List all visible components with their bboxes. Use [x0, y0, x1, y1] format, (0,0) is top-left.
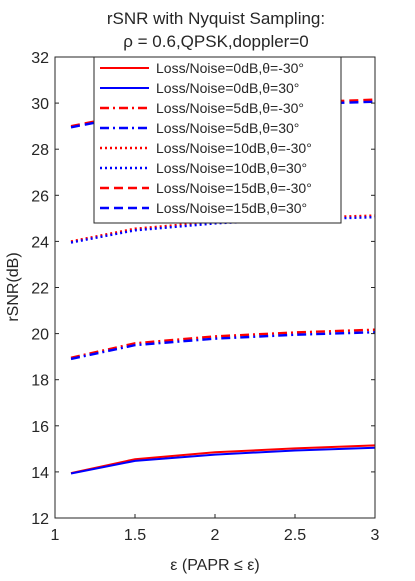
x-tick-label: 3: [371, 527, 380, 544]
legend-box: [93, 56, 342, 224]
legend-label-6: Loss/Noise=10dB,θ=30°: [156, 160, 307, 176]
y-tick-label: 16: [31, 419, 49, 436]
series-line-3: [70, 328, 376, 359]
y-tick-label: 14: [31, 465, 49, 482]
series-line-4: [70, 331, 376, 361]
axis-ticks: 12 14 16 18 20 22 24 26 28 30 32 1 1.5 2 2.5 3: [31, 50, 379, 544]
legend-label-5: Loss/Noise=10dB,θ=-30°: [156, 140, 312, 156]
chart-title: rSNR with Nyquist Sampling: ρ = 0.6,QPSK…: [107, 9, 325, 51]
legend-label-8: Loss/Noise=15dB,θ=30°: [156, 200, 307, 216]
legend-label-7: Loss/Noise=15dB,θ=-30°: [156, 180, 312, 196]
y-tick-label: 20: [31, 327, 49, 344]
legend-label-2: Loss/Noise=0dB,θ=30°: [156, 80, 299, 96]
x-tick-label: 2.5: [284, 527, 306, 544]
y-tick-label: 26: [31, 188, 49, 205]
y-tick-label: 22: [31, 281, 49, 298]
series-line-1: [70, 444, 376, 475]
y-tick-label: 32: [31, 50, 49, 67]
x-tick-label: 1.5: [124, 527, 146, 544]
legend-label-4: Loss/Noise=5dB,θ=30°: [156, 120, 299, 136]
y-tick-label: 30: [31, 96, 49, 113]
x-tick-label: 2: [211, 527, 220, 544]
y-tick-label: 28: [31, 142, 49, 159]
y-tick-label: 24: [31, 234, 49, 251]
legend-label-1: Loss/Noise=0dB,θ=-30°: [156, 60, 304, 76]
y-axis-label: rSNR(dB): [5, 252, 22, 321]
y-tick-label: 18: [31, 373, 49, 390]
series-line-2: [70, 446, 376, 475]
x-axis-label: ε (PAPR ≤ ε): [170, 557, 259, 574]
y-tick-label: 12: [31, 511, 49, 528]
legend-label-3: Loss/Noise=5dB,θ=-30°: [156, 100, 304, 116]
legend: Loss/Noise=0dB,θ=-30° Loss/Noise=0dB,θ=30…: [93, 56, 342, 224]
x-tick-label: 1: [51, 527, 60, 544]
chart-title-line-2: ρ = 0.6,QPSK,doppler=0: [123, 32, 308, 51]
chart-title-line-1: rSNR with Nyquist Sampling:: [107, 9, 325, 28]
